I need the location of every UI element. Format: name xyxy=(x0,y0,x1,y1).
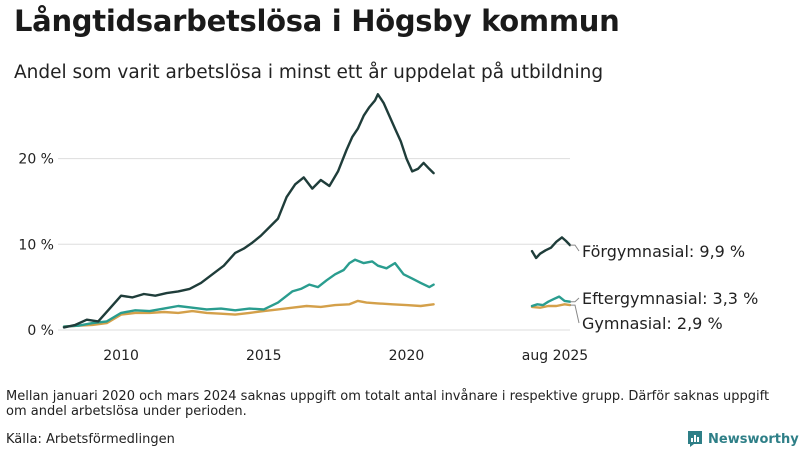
y-tick-label: 20 % xyxy=(18,152,54,168)
x-tick-label: 2015 xyxy=(246,348,282,364)
series-label-forgymnasial: Förgymnasial: 9,9 % xyxy=(582,242,745,261)
series-line-eftergymnasial xyxy=(62,258,435,328)
recent-line-forgymnasial xyxy=(530,236,572,260)
x-tick-label: 2020 xyxy=(389,348,425,364)
footnote: Mellan januari 2020 och mars 2024 saknas… xyxy=(6,389,770,419)
x-tick-label: 2010 xyxy=(103,348,139,364)
y-tick-label: 0 % xyxy=(27,323,54,339)
x-tick-label-recent: aug 2025 xyxy=(522,348,588,364)
y-tick-label: 10 % xyxy=(18,237,54,253)
leader-line-forgymnasial xyxy=(570,244,580,252)
bar-chart-speech-bubble-icon xyxy=(688,431,702,447)
recent-line-gymnasial xyxy=(530,303,572,309)
brand-logo[interactable]: Newsworthy xyxy=(687,429,799,449)
brand-name: Newsworthy xyxy=(708,431,799,447)
series-label-gymnasial: Gymnasial: 2,9 % xyxy=(582,314,723,333)
recent-line-eftergymnasial xyxy=(530,295,572,308)
chart-title: Långtidsarbetslösa i Högsby kommun xyxy=(14,4,620,38)
leader-line-gymnasial xyxy=(570,304,580,324)
leader-line-eftergymnasial xyxy=(570,297,580,303)
series-label-eftergymnasial: Eftergymnasial: 3,3 % xyxy=(582,289,758,308)
series-line-forgymnasial xyxy=(62,93,435,329)
source-text: Källa: Arbetsförmedlingen xyxy=(6,432,175,447)
chart-subtitle: Andel som varit arbetslösa i minst ett å… xyxy=(14,62,604,83)
series-line-gymnasial xyxy=(62,299,435,328)
